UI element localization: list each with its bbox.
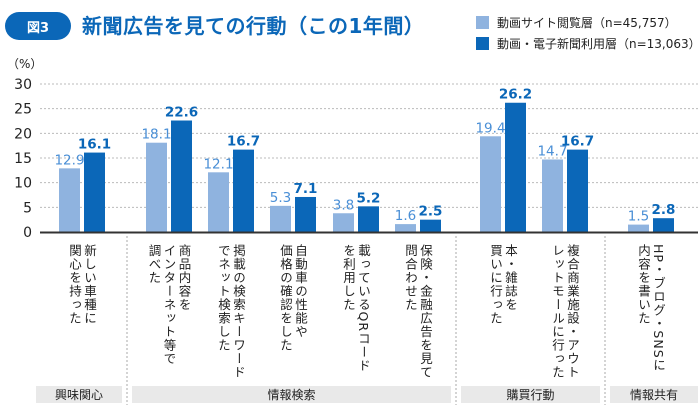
x-tick-label: 複合商業施設・アウト レットモールに行った xyxy=(550,244,580,379)
bar-dark xyxy=(567,149,588,232)
data-label-dark: 26.2 xyxy=(499,87,532,103)
x-tick-label-line: 買いに行った xyxy=(488,244,503,325)
y-axis-unit: （%） xyxy=(7,57,43,71)
legend-swatch-light xyxy=(476,16,489,29)
x-tick-label-line: 保険・金融広告を見て xyxy=(418,244,433,379)
bar-light xyxy=(333,213,354,232)
x-tick-label-line: 価格の確認をした xyxy=(278,244,293,352)
category-group-label: 興味関心 xyxy=(36,386,122,403)
legend-label-dark: 動画・電子新聞利用層（n=13,063） xyxy=(497,37,700,51)
y-tick-label: 30 xyxy=(14,77,32,93)
bar-light xyxy=(542,159,563,232)
x-tick-label-line: 調べた xyxy=(146,244,162,285)
data-label-light: 1.6 xyxy=(395,208,416,224)
y-tick-label: 0 xyxy=(23,225,32,241)
bar-light xyxy=(270,205,291,232)
x-tick-label-line: レットモールに行った xyxy=(550,244,565,379)
data-label-light: 5.3 xyxy=(270,190,291,206)
category-group-label: 情報共有 xyxy=(610,386,698,403)
x-tick-label: 新しい車種に 関心を持った xyxy=(67,244,97,325)
x-tick-label: 本・雑誌を 買いに行った xyxy=(488,244,518,325)
data-label-light: 19.4 xyxy=(475,120,505,136)
data-label-dark: 16.1 xyxy=(78,137,111,153)
x-tick-label-line: 関心を持った xyxy=(67,244,82,325)
x-tick-label-line: 自動車の性能や xyxy=(293,244,308,339)
x-tick-label: 自動車の性能や 価格の確認をした xyxy=(278,244,308,352)
legend-item-dark: 動画・電子新聞利用層（n=13,063） xyxy=(476,33,700,54)
data-label-dark: 2.8 xyxy=(652,202,676,218)
x-tick-label-line: 掲載の検索キーワード xyxy=(231,244,246,379)
data-label-dark: 16.7 xyxy=(561,134,594,150)
x-tick-label-line: 新しい車種に xyxy=(82,244,97,325)
x-tick-label-line: 載っているQRコード xyxy=(356,244,371,373)
y-tick-label: 10 xyxy=(14,176,32,192)
data-label-dark: 2.5 xyxy=(419,204,443,220)
bar-light xyxy=(480,136,501,232)
legend-swatch-dark xyxy=(476,37,489,50)
y-tick-label: 25 xyxy=(14,102,32,118)
bar-light xyxy=(59,168,80,232)
x-tick-label-line: 商品内容を xyxy=(176,244,192,312)
x-tick-label-line: を利用した xyxy=(341,244,356,312)
x-tick-label-line: でネット検索した xyxy=(216,244,231,352)
bar-dark xyxy=(653,218,674,232)
data-label-light: 14.7 xyxy=(537,143,567,159)
legend-label-light: 動画サイト閲覧層（n=45,757） xyxy=(497,16,677,30)
figure-badge: 図3 xyxy=(5,12,71,40)
y-tick-label: 5 xyxy=(23,200,32,216)
x-tick-label-line: 内容を書いた xyxy=(636,244,651,325)
bar-dark xyxy=(505,102,526,232)
data-label-dark: 7.1 xyxy=(294,181,318,197)
bar-dark xyxy=(171,120,192,232)
y-tick-label: 15 xyxy=(14,151,32,167)
category-group-label: 情報検索 xyxy=(132,386,451,403)
data-label-dark: 5.2 xyxy=(357,190,381,206)
x-tick-label-line: 問合わせた xyxy=(403,244,418,312)
bar-dark xyxy=(84,152,105,232)
data-label-dark: 16.7 xyxy=(227,134,260,150)
x-tick-label-line: HP・ブログ・SNSに xyxy=(651,244,666,373)
x-tick-label: 載っているQRコード を利用した xyxy=(341,244,371,373)
x-tick-label: 商品内容を インターネット等で 調べた xyxy=(147,244,192,366)
data-label-light: 12.9 xyxy=(54,152,84,168)
bar-dark xyxy=(233,149,254,232)
x-tick-label: 掲載の検索キーワード でネット検索した xyxy=(216,244,246,379)
data-label-light: 1.5 xyxy=(628,209,649,225)
chart-title: 新聞広告を見ての行動（この1年間） xyxy=(82,14,425,38)
x-tick-label-line: インターネット等で xyxy=(161,244,177,366)
bar-light xyxy=(208,172,229,232)
y-tick-label: 20 xyxy=(14,126,32,142)
x-tick-label: 保険・金融広告を見て 問合わせた xyxy=(403,244,433,379)
bar-light xyxy=(628,224,649,232)
bar-light xyxy=(146,142,167,232)
legend-item-light: 動画サイト閲覧層（n=45,757） xyxy=(476,12,700,33)
x-tick-label: HP・ブログ・SNSに 内容を書いた xyxy=(636,244,666,372)
data-label-dark: 22.6 xyxy=(165,105,198,121)
bar-dark xyxy=(420,219,441,232)
x-tick-label-line: 複合商業施設・アウト xyxy=(565,244,580,379)
data-label-light: 18.1 xyxy=(141,127,171,143)
bar-dark xyxy=(295,196,316,232)
bar-dark xyxy=(358,206,379,232)
data-label-light: 3.8 xyxy=(333,197,354,213)
x-tick-label-line: 本・雑誌を xyxy=(503,244,518,312)
data-label-light: 12.1 xyxy=(203,156,233,172)
category-group-label: 購買行動 xyxy=(461,386,600,403)
legend: 動画サイト閲覧層（n=45,757） 動画・電子新聞利用層（n=13,063） xyxy=(476,12,700,54)
bar-light xyxy=(395,224,416,232)
